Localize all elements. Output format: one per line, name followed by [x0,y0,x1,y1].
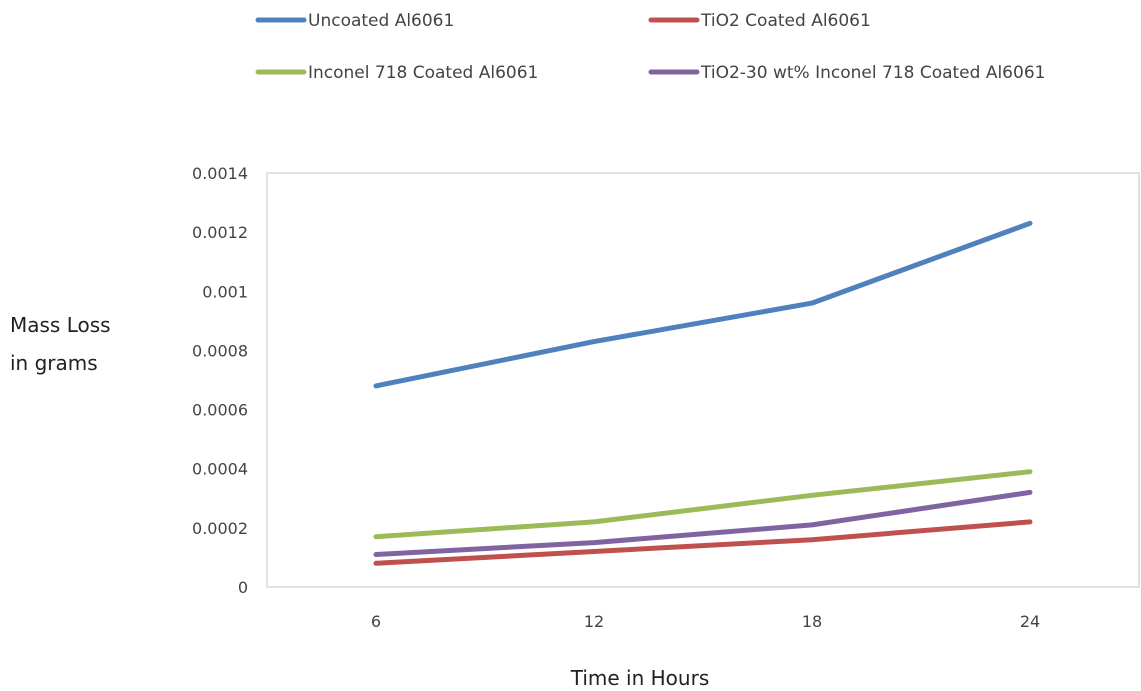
series-line-1 [373,220,1033,389]
legend: Uncoated Al6061 TiO2 Coated Al6061 Inconel… [255,11,1045,83]
x-tick-label: 24 [1020,612,1040,631]
y-tick-label: 0.001 [202,282,248,301]
series-line-4 [373,489,1033,557]
y-tick-label: 0.0008 [192,341,248,360]
y-tick-label: 0.0014 [192,164,248,183]
legend-label-3: Inconel 718 Coated Al6061 [308,63,538,83]
y-axis-title-line-1: Mass Loss [10,313,111,337]
y-tick-label: 0.0012 [192,223,248,242]
series-lines [373,220,1033,566]
x-tick-label: 6 [371,612,381,631]
x-tick-label: 12 [584,612,604,631]
y-tick-label: 0.0004 [192,460,248,479]
series-line-2 [373,519,1033,566]
plot-area-border [266,172,1140,588]
x-axis-title: Time in Hours [570,666,710,690]
y-tick-label: 0.0006 [192,401,248,420]
y-tick-label: 0.0002 [192,519,248,538]
x-tick-label: 18 [802,612,822,631]
y-axis-tick-labels: 0 0.0002 0.0004 0.0006 0.0008 0.001 0.0012 0.00… [192,164,248,597]
x-axis-tick-labels: 6 12 18 24 [371,612,1040,631]
legend-label-1: Uncoated Al6061 [308,11,454,31]
y-tick-label: 0 [238,578,248,597]
legend-label-2: TiO2 Coated Al6061 [700,11,871,31]
legend-label-4: TiO2-30 wt% Inconel 718 Coated Al6061 [700,63,1045,83]
series-line-3 [373,469,1033,540]
y-axis-title-line-2: in grams [10,351,98,375]
